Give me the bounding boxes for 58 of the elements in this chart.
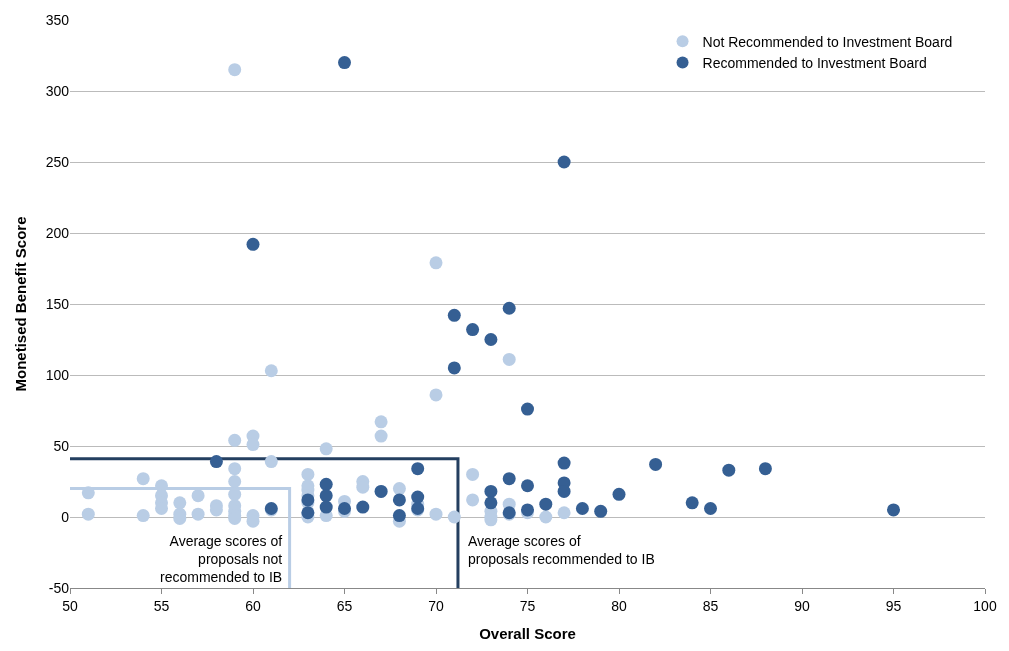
y-tick-label: 150 (45, 295, 70, 312)
point (557, 456, 571, 470)
point (521, 479, 534, 493)
x-tick-label: 55 (153, 597, 170, 614)
point (319, 477, 333, 491)
x-tick-label: 85 (702, 597, 719, 614)
point (502, 472, 516, 486)
point (612, 487, 626, 501)
point (484, 484, 498, 498)
point (502, 301, 516, 315)
point (575, 501, 589, 515)
x-tick-label: 80 (611, 597, 627, 614)
x-tick-label: 75 (519, 597, 536, 614)
point (319, 489, 333, 503)
annotation: Average scores of proposals recommended to IB (468, 533, 655, 568)
point (466, 323, 480, 337)
y-axis-title: Monetised Benefit Score (11, 216, 29, 392)
point (209, 455, 223, 469)
point (338, 56, 351, 70)
point (447, 308, 461, 322)
y-tick-label: 250 (45, 153, 70, 170)
y-tick-label: 50 (53, 437, 70, 454)
legend-label: Recommended to Investment Board (702, 54, 927, 71)
y-tick-label: 350 (45, 11, 70, 28)
point (594, 504, 608, 518)
point (484, 333, 498, 346)
x-tick-label: 90 (794, 597, 810, 614)
y-tick-label: -50 (48, 579, 70, 596)
point (758, 462, 772, 476)
point (649, 457, 663, 471)
point (484, 496, 498, 510)
y-tick-label: 300 (45, 82, 70, 99)
point (392, 493, 406, 507)
x-tick-label: 60 (245, 597, 261, 614)
y-tick-label: 0 (61, 508, 70, 525)
point (539, 497, 553, 511)
annotation: Average scores of proposals not recommended to IB (160, 533, 283, 586)
legend-label: Not Recommended to Investment Board (702, 33, 953, 50)
x-axis-title: Overall Score (479, 624, 576, 642)
point (447, 361, 461, 375)
x-tick-label: 65 (336, 597, 353, 614)
point (319, 500, 333, 514)
point (557, 155, 571, 169)
point (521, 402, 534, 416)
y-tick-label: 200 (45, 224, 70, 241)
x-tick-label: 100 (973, 597, 997, 614)
point (704, 501, 717, 515)
point (685, 496, 699, 510)
point (411, 490, 425, 504)
point (392, 509, 406, 523)
y-tick-label: 100 (45, 366, 70, 383)
x-tick-label: 95 (885, 597, 902, 614)
point (887, 503, 900, 517)
point (722, 463, 736, 477)
point (246, 237, 260, 251)
x-tick-label: 70 (428, 597, 444, 614)
point (356, 500, 370, 514)
point (411, 462, 425, 476)
